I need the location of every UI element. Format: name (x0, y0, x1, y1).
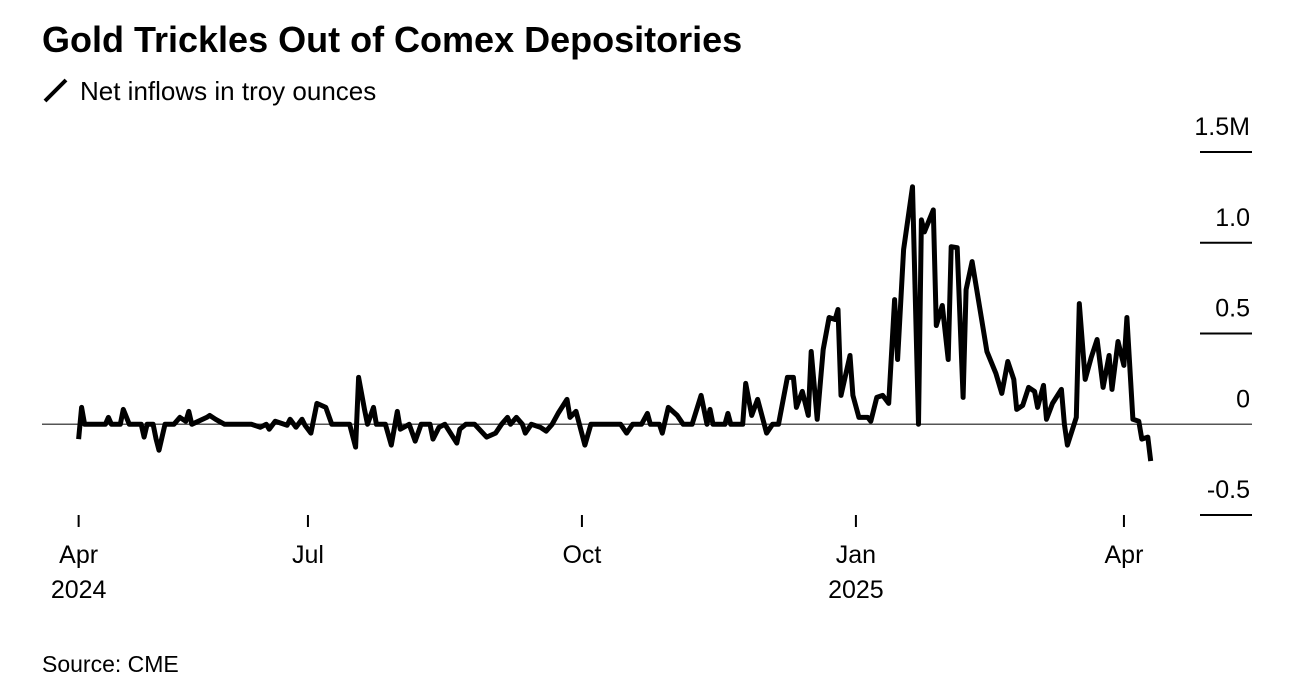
y-tick-label: 0.5 (1215, 295, 1250, 323)
series-line (76, 184, 1154, 462)
x-tick-label: Jan 2025 (828, 541, 884, 604)
x-tick-label: Jul (292, 541, 324, 569)
legend-label: Net inflows in troy ounces (80, 76, 376, 106)
x-tick-label: Oct (562, 541, 601, 569)
y-tick-label: 0 (1236, 385, 1250, 413)
y-tick-label: -0.5 (1207, 476, 1250, 504)
x-tick-label: Apr 2024 (51, 541, 107, 604)
legend-swatch (43, 78, 68, 103)
chart-title: Gold Trickles Out of Comex Depositories (42, 19, 742, 60)
x-tick-label: Apr (1104, 541, 1143, 569)
y-tick-label: 1.0 (1215, 204, 1250, 232)
source: Source: CME (42, 651, 179, 677)
y-tick-label: 1.5M (1194, 113, 1250, 141)
